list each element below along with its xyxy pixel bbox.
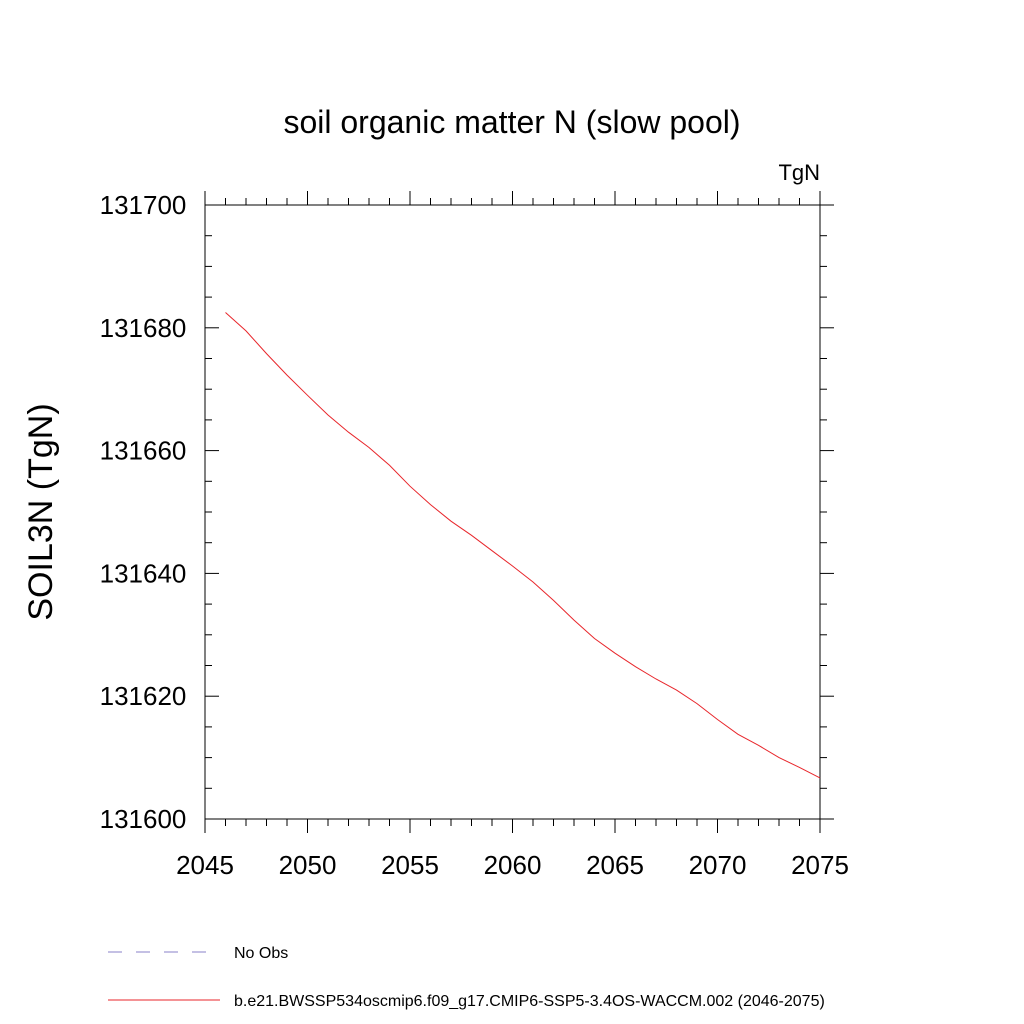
x-tick-label: 2060 (484, 850, 542, 880)
y-tick-label: 131660 (100, 436, 187, 466)
series-line (225, 312, 821, 779)
y-tick-label: 131620 (100, 681, 187, 711)
y-axis: 131600 131620 131640 131660 131680 131700 (100, 190, 834, 834)
legend: No Obs b.e21.BWSSP534oscmip6.f09_g17.CMIP… (108, 945, 825, 1010)
y-tick-label: 131600 (100, 804, 187, 834)
x-tick-label: 2070 (689, 850, 747, 880)
x-tick-label: 2045 (176, 850, 234, 880)
x-tick-label: 2055 (381, 850, 439, 880)
legend-label: No Obs (234, 945, 288, 962)
x-tick-label: 2050 (279, 850, 337, 880)
x-axis: 2045 2050 2055 2060 2065 2070 2075 (176, 191, 849, 880)
series-layer (225, 312, 821, 779)
y-tick-label: 131640 (100, 558, 187, 588)
x-tick-label: 2065 (586, 850, 644, 880)
y-tick-label: 131680 (100, 313, 187, 343)
legend-label: b.e21.BWSSP534oscmip6.f09_g17.CMIP6-SSP5… (234, 993, 825, 1010)
units-label: TgN (778, 160, 820, 185)
x-tick-label: 2075 (791, 850, 849, 880)
y-axis-label: SOIL3N (TgN) (22, 403, 60, 620)
chart-title: soil organic matter N (slow pool) (283, 104, 740, 140)
y-tick-label: 131700 (100, 190, 187, 220)
